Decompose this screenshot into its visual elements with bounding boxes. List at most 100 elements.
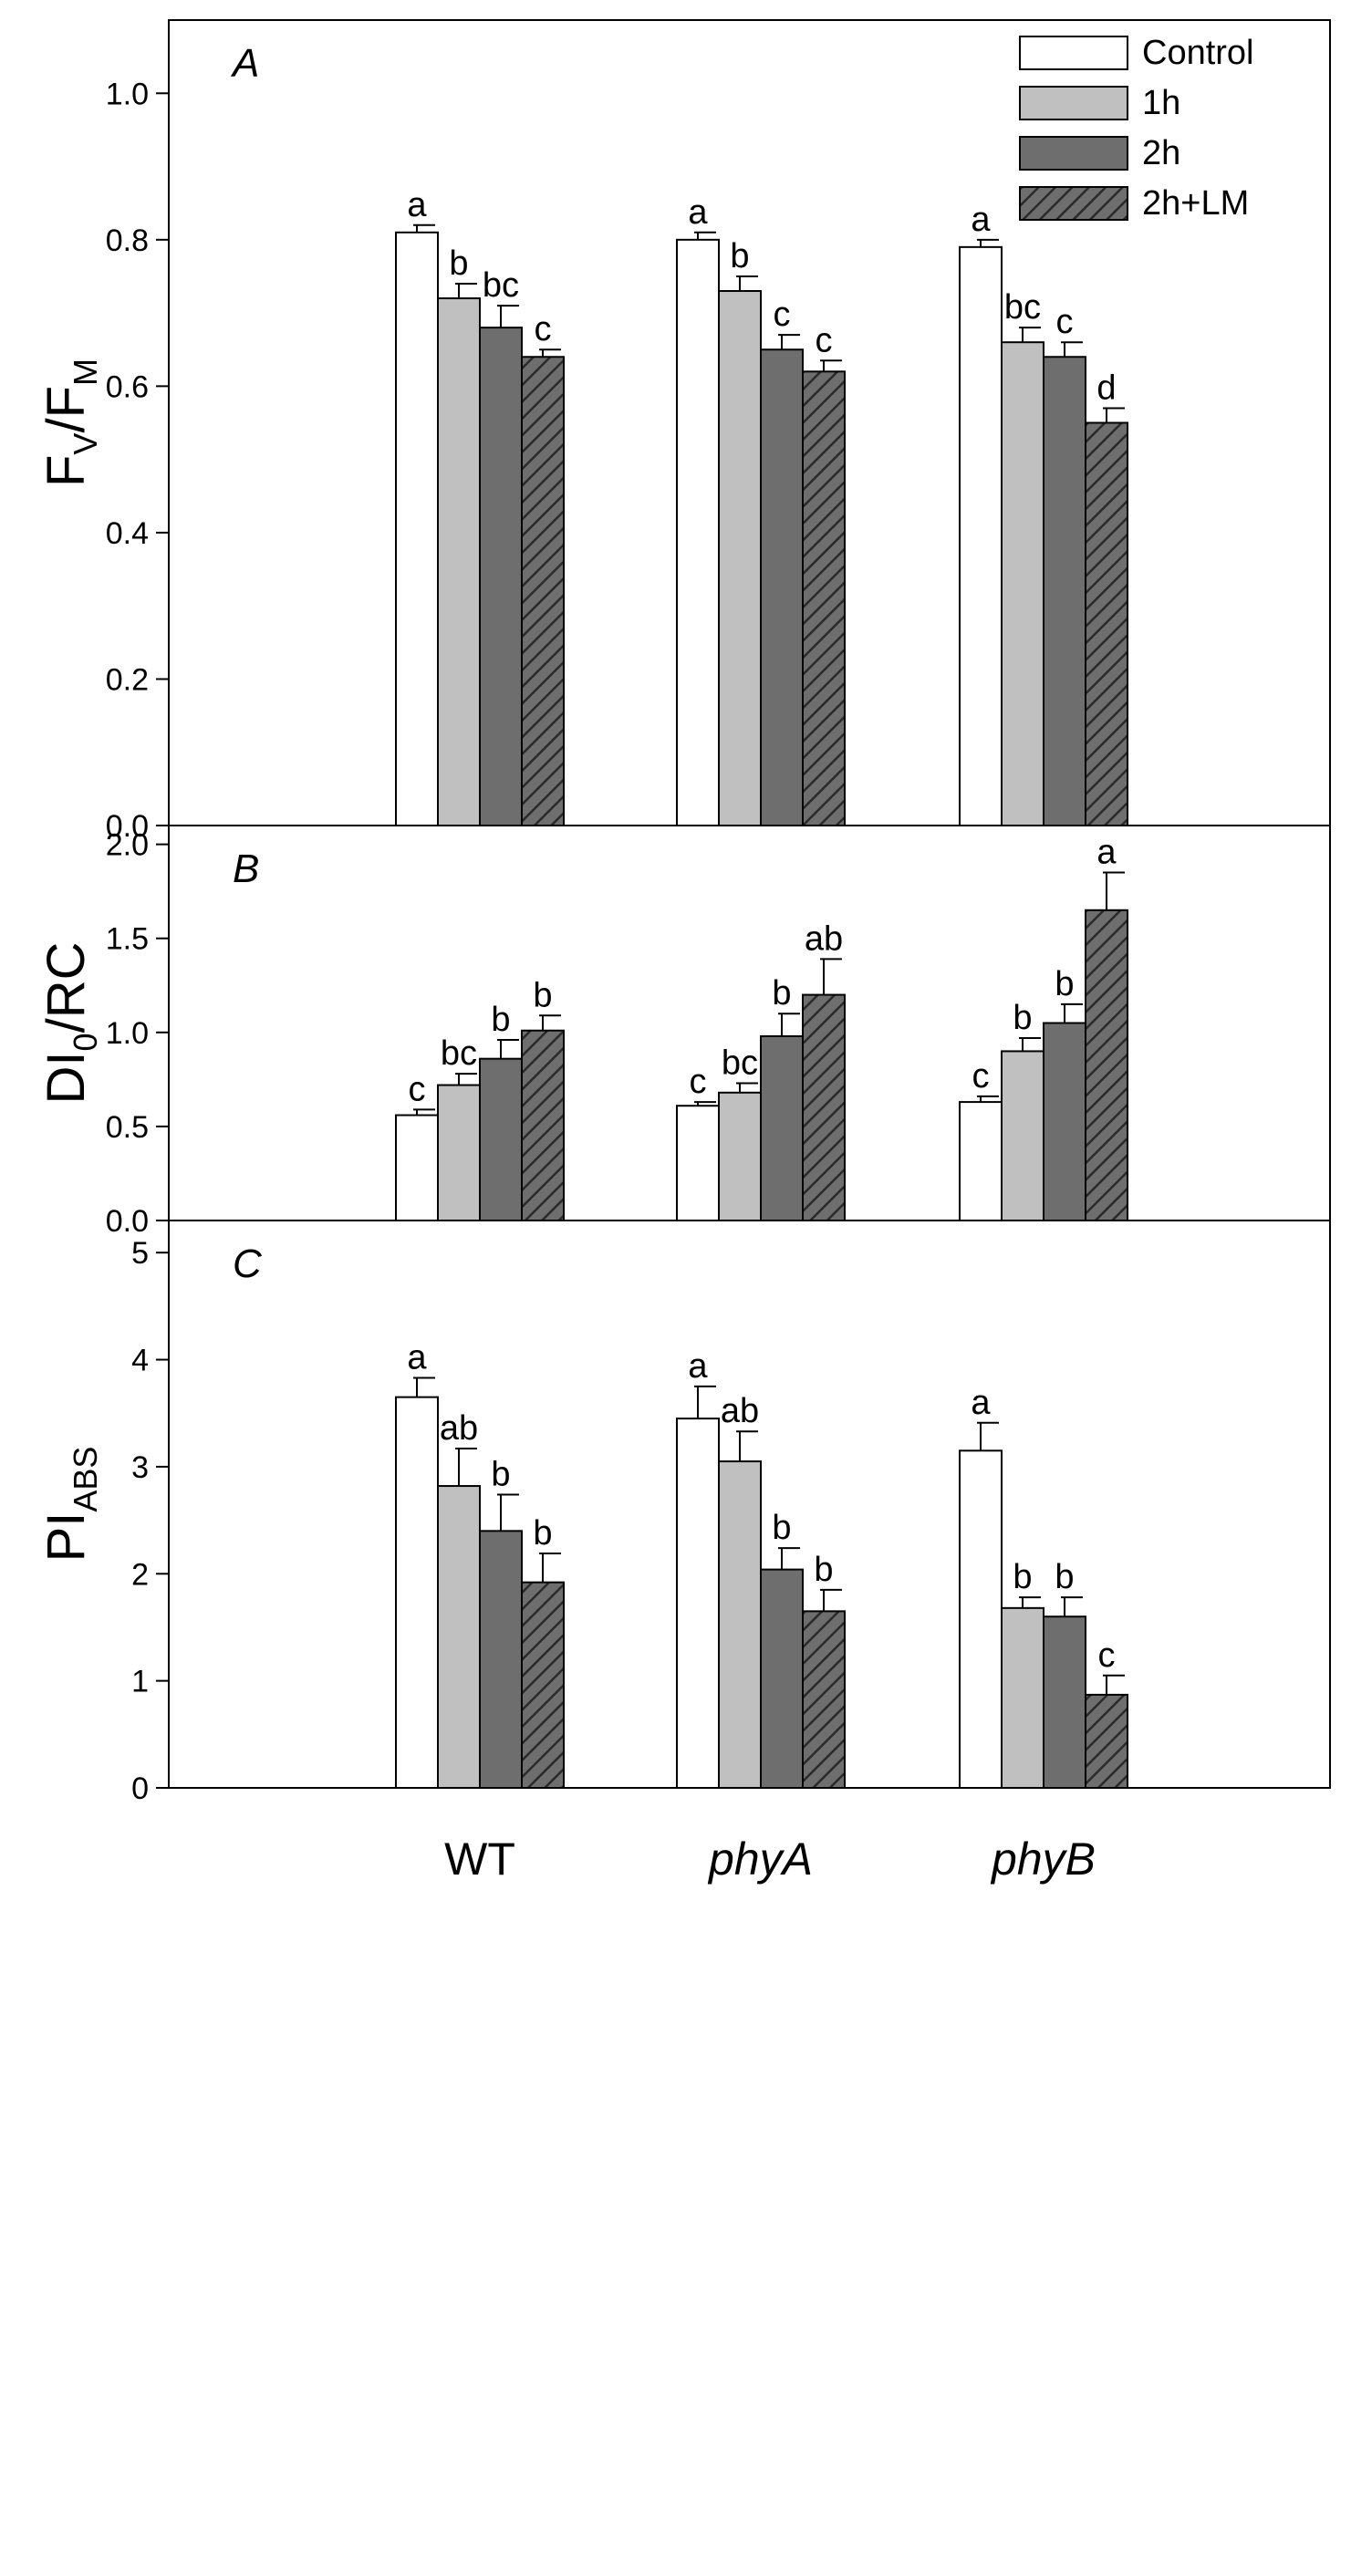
significance-letter: b <box>533 976 552 1014</box>
y-axis-label: DI0/RC <box>36 942 104 1105</box>
bar <box>760 1568 804 1789</box>
bar <box>760 348 804 826</box>
significance-letter: a <box>971 1384 991 1422</box>
bar <box>676 1418 720 1789</box>
significance-letter: c <box>774 296 791 334</box>
y-axis-label: PIABS <box>36 1447 104 1563</box>
y-tick-label: 2.0 <box>106 828 149 863</box>
legend-label: Control <box>1142 34 1254 72</box>
bar <box>718 290 762 826</box>
legend-label: 2h <box>1142 134 1180 172</box>
y-tick-label: 5 <box>131 1236 149 1271</box>
y-tick-label: 4 <box>131 1344 149 1378</box>
bar <box>676 238 720 826</box>
significance-letter: a <box>688 1347 708 1386</box>
bar <box>1043 1615 1086 1790</box>
bar <box>959 245 1003 826</box>
y-tick-label: 3 <box>131 1450 149 1485</box>
y-tick-label: 0 <box>131 1771 149 1806</box>
significance-letter: c <box>816 321 833 359</box>
bar <box>676 1105 720 1221</box>
bar <box>479 1057 523 1221</box>
y-tick-label: 1 <box>131 1665 149 1699</box>
significance-letter: ab <box>440 1409 478 1448</box>
significance-letter: a <box>688 193 708 232</box>
significance-letter: b <box>449 244 468 283</box>
y-axis-label: FV/FM <box>36 358 104 487</box>
bar <box>395 231 439 827</box>
bar <box>1043 1022 1086 1221</box>
significance-letter: d <box>1096 369 1116 407</box>
significance-letter: c <box>409 1070 426 1108</box>
bar <box>521 1029 565 1221</box>
significance-letter: b <box>1055 1558 1074 1596</box>
bar <box>802 1610 846 1790</box>
significance-letter: a <box>1096 834 1117 872</box>
significance-letter: bc <box>441 1034 477 1073</box>
x-category-label: phyA <box>707 1833 813 1885</box>
bar <box>479 1530 523 1789</box>
y-tick-label: 0.0 <box>106 809 149 844</box>
significance-letter: b <box>814 1551 833 1589</box>
y-tick-label: 0.4 <box>106 516 149 551</box>
significance-letter: bc <box>722 1044 758 1082</box>
bar <box>479 327 523 826</box>
legend-swatch <box>1019 136 1128 171</box>
significance-letter: a <box>407 1339 427 1377</box>
y-tick-label: 1.5 <box>106 922 149 957</box>
bar <box>1085 909 1128 1221</box>
significance-letter: b <box>772 1509 791 1547</box>
panel-label: C <box>233 1241 263 1286</box>
significance-letter: bc <box>1004 288 1041 327</box>
bar <box>1085 421 1128 826</box>
legend-swatch <box>1019 86 1128 120</box>
bar <box>760 1034 804 1222</box>
bar <box>1001 1050 1044 1222</box>
legend-label: 2h+LM <box>1142 184 1249 223</box>
y-tick-label: 1.0 <box>106 1016 149 1051</box>
panel-label: B <box>233 847 259 891</box>
significance-letter: c <box>1098 1636 1116 1675</box>
legend-label: 1h <box>1142 84 1180 122</box>
bar <box>959 1101 1003 1221</box>
bar <box>718 1091 762 1222</box>
legend-swatch <box>1019 186 1128 221</box>
bar <box>1043 356 1086 827</box>
x-category-label: phyB <box>990 1833 1096 1885</box>
bar <box>1085 1693 1128 1789</box>
significance-letter: b <box>491 1455 510 1493</box>
legend-swatch <box>1019 36 1128 70</box>
significance-letter: ab <box>805 919 843 958</box>
bar <box>959 1449 1003 1790</box>
bar <box>1001 341 1044 826</box>
y-tick-label: 1.0 <box>106 77 149 111</box>
y-tick-label: 0.0 <box>106 1204 149 1239</box>
significance-letter: c <box>690 1063 707 1101</box>
y-tick-label: 2 <box>131 1557 149 1592</box>
significance-letter: b <box>1013 1558 1032 1596</box>
y-tick-label: 0.2 <box>106 662 149 697</box>
significance-letter: b <box>491 1001 510 1039</box>
significance-letter: ab <box>721 1392 759 1430</box>
significance-letter: b <box>533 1514 552 1553</box>
significance-letter: a <box>971 201 991 239</box>
y-tick-label: 0.8 <box>106 223 149 258</box>
bar <box>802 370 846 826</box>
y-tick-label: 0.6 <box>106 369 149 404</box>
bar <box>802 993 846 1221</box>
significance-letter: c <box>1056 303 1074 341</box>
significance-letter: bc <box>483 266 519 305</box>
legend: Control 1h 2h 2h+LM <box>1019 34 1254 223</box>
significance-letter: b <box>772 974 791 1013</box>
bar <box>437 1084 481 1221</box>
significance-letter: c <box>535 310 552 348</box>
x-category-label: WT <box>444 1833 515 1885</box>
significance-letter: b <box>1055 965 1074 1003</box>
bar <box>437 297 481 826</box>
bar <box>1001 1606 1044 1790</box>
panel-label: A <box>230 41 259 86</box>
